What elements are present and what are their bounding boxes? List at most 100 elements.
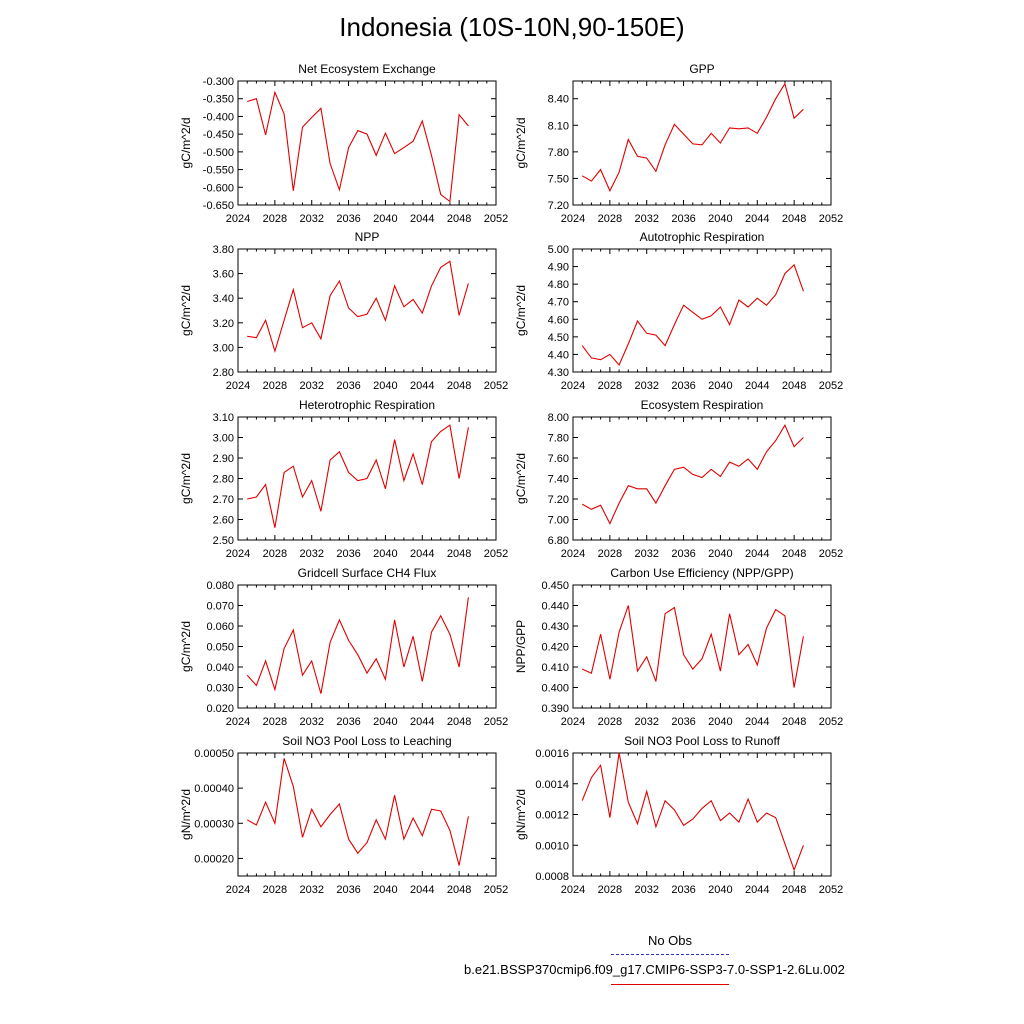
data-point [803, 291, 804, 292]
x-tick-label: 2028 [598, 884, 622, 896]
data-point [339, 189, 340, 190]
x-tick-label: 2028 [263, 548, 287, 560]
data-point [784, 615, 785, 616]
data-point [692, 668, 693, 669]
data-point [293, 786, 294, 787]
data-point [757, 133, 758, 134]
data-point [775, 609, 776, 610]
panel-title: Autotrophic Respiration [640, 230, 765, 244]
y-tick-label: 3.10 [213, 412, 234, 424]
data-point [431, 285, 432, 286]
data-point [449, 261, 450, 262]
data-point [591, 509, 592, 510]
data-point [674, 607, 675, 608]
data-point [330, 459, 331, 460]
figure-title: Indonesia (10S-10N,90-150E) [339, 12, 685, 42]
data-point [357, 316, 358, 317]
panel-5: Heterotrophic Respiration 2024 2028 2032 203… [179, 398, 508, 560]
data-point [449, 634, 450, 635]
data-point [794, 118, 795, 119]
data-point [440, 431, 441, 432]
data-point [422, 484, 423, 485]
x-tick-label: 2048 [782, 213, 806, 225]
data-point [330, 163, 331, 164]
data-point [293, 466, 294, 467]
data-point [747, 306, 748, 307]
data-point [637, 156, 638, 157]
data-point [348, 307, 349, 308]
data-point [403, 147, 404, 148]
x-tick-label: 2052 [484, 548, 508, 560]
data-point [720, 671, 721, 672]
data-point [468, 283, 469, 284]
data-point [385, 839, 386, 840]
y-tick-label: 7.00 [548, 515, 569, 527]
x-tick-label: 2044 [745, 380, 769, 392]
data-point [665, 613, 666, 614]
x-tick-label: 2048 [447, 380, 471, 392]
y-tick-label: 7.40 [548, 474, 569, 486]
y-tick-label: 3.00 [213, 433, 234, 445]
data-point [747, 458, 748, 459]
data-point [618, 172, 619, 173]
data-point [422, 835, 423, 836]
data-point [655, 171, 656, 172]
data-point [766, 627, 767, 628]
x-tick-label: 2044 [410, 548, 434, 560]
data-point [591, 673, 592, 674]
data-point [366, 673, 367, 674]
y-tick-label: -0.650 [203, 200, 234, 212]
data-point [357, 130, 358, 131]
panel-2: GPP 2024 2028 2032 2036 2040 2044 2048 2052 8.40 8… [514, 62, 843, 225]
y-tick-label: 7.80 [548, 147, 569, 159]
y-tick-label: 6.80 [548, 535, 569, 547]
x-tick-label: 2048 [447, 716, 471, 728]
data-point [747, 799, 748, 800]
y-tick-label: -0.300 [203, 76, 234, 88]
data-point [609, 190, 610, 191]
data-point [784, 83, 785, 84]
data-point [692, 474, 693, 475]
panel-frame [572, 248, 832, 373]
y-tick-label: 3.20 [213, 318, 234, 330]
data-point [665, 485, 666, 486]
x-tick-label: 2028 [598, 548, 622, 560]
data-point [302, 327, 303, 328]
x-tick-label: 2048 [447, 213, 471, 225]
data-point [757, 822, 758, 823]
x-tick-label: 2044 [410, 380, 434, 392]
data-point [459, 666, 460, 667]
data-point [366, 478, 367, 479]
data-point [674, 809, 675, 810]
y-tick-label: 2.80 [213, 367, 234, 379]
y-tick-label: 0.390 [541, 703, 569, 715]
data-point [403, 480, 404, 481]
panel-title: Soil NO3 Pool Loss to Leaching [282, 734, 451, 748]
y-tick-label: 0.0008 [535, 871, 569, 883]
data-point [311, 660, 312, 661]
data-point [591, 777, 592, 778]
x-tick-label: 2024 [226, 213, 250, 225]
data-point [311, 480, 312, 481]
series-line [581, 752, 804, 872]
data-point [320, 693, 321, 694]
data-point [637, 488, 638, 489]
data-point [655, 503, 656, 504]
x-tick-label: 2044 [410, 716, 434, 728]
data-point [422, 681, 423, 682]
x-tick-label: 2052 [484, 716, 508, 728]
data-point [412, 299, 413, 300]
y-tick-label: 0.020 [206, 703, 234, 715]
data-point [412, 817, 413, 818]
data-point [293, 190, 294, 191]
y-axis-label: gC/m^2/d [179, 453, 193, 504]
data-point [256, 824, 257, 825]
data-point [628, 605, 629, 606]
x-tick-label: 2024 [561, 213, 585, 225]
x-tick-label: 2048 [782, 548, 806, 560]
data-point [766, 117, 767, 118]
data-point [711, 634, 712, 635]
data-point [628, 343, 629, 344]
data-point [766, 812, 767, 813]
data-point [247, 819, 248, 820]
